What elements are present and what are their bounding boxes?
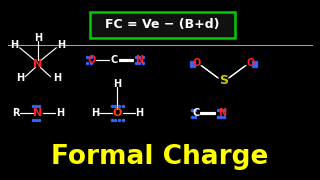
Text: S: S — [219, 74, 228, 87]
Text: H: H — [16, 73, 25, 84]
Text: C: C — [193, 108, 200, 118]
Text: H: H — [34, 33, 42, 43]
Text: H: H — [135, 108, 143, 118]
Text: N: N — [33, 108, 43, 118]
Text: O: O — [113, 108, 122, 118]
FancyBboxPatch shape — [90, 12, 235, 38]
Text: O: O — [246, 58, 254, 68]
Text: H: H — [56, 108, 64, 118]
Text: H: H — [113, 79, 121, 89]
Text: H: H — [58, 40, 66, 50]
Text: N: N — [33, 59, 43, 69]
Text: H: H — [53, 73, 61, 84]
Text: FC = Ve − (B+d): FC = Ve − (B+d) — [105, 18, 220, 31]
Text: O: O — [88, 55, 96, 65]
Text: N: N — [135, 55, 143, 65]
Text: H: H — [10, 40, 18, 50]
Text: C: C — [110, 55, 118, 65]
Text: N: N — [218, 108, 226, 118]
Text: R: R — [12, 108, 20, 118]
Text: O: O — [192, 58, 201, 68]
Text: Formal Charge: Formal Charge — [51, 144, 269, 170]
Text: H: H — [91, 108, 99, 118]
